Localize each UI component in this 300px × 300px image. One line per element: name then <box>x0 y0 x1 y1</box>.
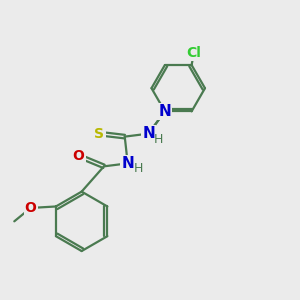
Text: N: N <box>121 156 134 171</box>
Text: Cl: Cl <box>187 46 201 59</box>
Text: N: N <box>158 104 171 119</box>
Text: O: O <box>73 149 85 163</box>
Text: N: N <box>142 126 155 141</box>
Text: H: H <box>154 133 164 146</box>
Text: S: S <box>94 127 104 141</box>
Text: O: O <box>25 201 37 215</box>
Text: H: H <box>134 162 143 175</box>
